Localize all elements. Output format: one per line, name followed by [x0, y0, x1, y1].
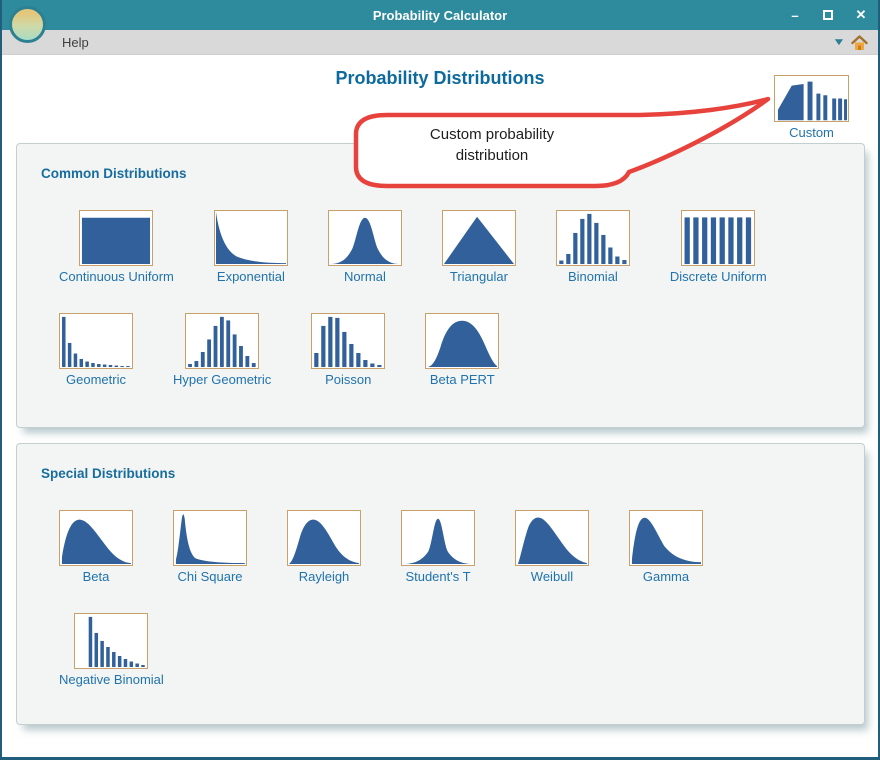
section-title: Common Distributions [41, 166, 187, 181]
weibull-icon [515, 510, 589, 566]
home-icon[interactable] [851, 34, 868, 51]
distribution-item[interactable]: Triangular [441, 210, 516, 284]
distribution-item[interactable]: Beta PERT [425, 313, 500, 387]
distribution-label: Hyper Geometric [173, 372, 272, 387]
menubar-right-icons: ▼ [832, 30, 868, 55]
distribution-item[interactable]: Binomial [555, 210, 630, 284]
window-controls: – ✕ [784, 0, 872, 30]
app-logo [9, 6, 46, 43]
beta-pert-icon [425, 313, 500, 369]
distribution-label: Rayleigh [298, 569, 350, 584]
callout-line1: Custom probability [429, 126, 555, 143]
distribution-row: Negative Binomial [59, 613, 844, 687]
distribution-item[interactable]: Gamma [629, 510, 703, 584]
distribution-grid: Continuous Uniform Exponential Normal Tr… [41, 210, 844, 387]
rayleigh-icon [287, 510, 361, 566]
callout-line2: distribution [455, 147, 529, 164]
distribution-item[interactable]: Chi Square [173, 510, 247, 584]
chevron-down-icon[interactable]: ▼ [832, 37, 846, 48]
distribution-label: Beta [82, 569, 110, 584]
distribution-item[interactable]: Geometric [59, 313, 133, 387]
distribution-item[interactable]: Normal [327, 210, 402, 284]
distribution-row: Geometric Hyper Geometric Poisson Beta P… [59, 313, 844, 387]
custom-icon [774, 75, 849, 122]
discrete-uniform-icon [681, 210, 756, 266]
section-title: Special Distributions [41, 466, 176, 481]
menu-item-help[interactable]: Help [62, 34, 89, 50]
negative-binomial-icon [74, 613, 149, 669]
distribution-item[interactable]: Weibull [515, 510, 589, 584]
close-icon[interactable]: ✕ [855, 7, 867, 22]
distribution-label: Normal [343, 269, 386, 284]
gamma-icon [629, 510, 703, 566]
distribution-item[interactable]: Continuous Uniform [59, 210, 174, 284]
special-distributions-panel: Special Distributions Beta Chi Square Ra… [16, 443, 865, 725]
distribution-item[interactable]: Student's T [401, 510, 475, 584]
beta-icon [59, 510, 133, 566]
window-title: Probability Calculator [372, 7, 508, 23]
distribution-label: Binomial [567, 269, 618, 284]
distribution-grid: Beta Chi Square Rayleigh Student's T Wei… [41, 510, 844, 687]
distribution-label: Triangular [449, 269, 508, 284]
distribution-label: Continuous Uniform [59, 269, 174, 284]
distribution-item[interactable]: Discrete Uniform [670, 210, 767, 284]
maximize-glyph [823, 10, 833, 20]
custom-callout: Custom probability distribution [342, 85, 802, 205]
distribution-item[interactable]: Hyper Geometric [173, 313, 271, 387]
callout-bubble-shape [353, 96, 771, 189]
distribution-label: Custom [789, 125, 834, 140]
distribution-item[interactable]: Exponential [213, 210, 288, 284]
binomial-icon [555, 210, 630, 266]
minimize-icon[interactable]: – [791, 7, 799, 23]
poisson-icon [311, 313, 386, 369]
distribution-label: Weibull [530, 569, 574, 584]
distribution-label: Poisson [325, 372, 372, 387]
maximize-icon[interactable] [817, 3, 839, 27]
triangular-icon [441, 210, 516, 266]
menu-bar: Help ▼ [2, 30, 878, 55]
distribution-label: Gamma [642, 569, 690, 584]
distribution-label: Geometric [66, 372, 126, 387]
distribution-item[interactable]: Rayleigh [287, 510, 361, 584]
students-t-icon [401, 510, 475, 566]
normal-icon [327, 210, 402, 266]
title-bar: Probability Calculator – ✕ [2, 0, 878, 30]
chi-square-icon [173, 510, 247, 566]
distribution-label: Beta PERT [429, 372, 495, 387]
distribution-label: Discrete Uniform [669, 269, 767, 284]
distribution-item[interactable]: Poisson [311, 313, 386, 387]
distribution-row: Beta Chi Square Rayleigh Student's T Wei… [59, 510, 844, 584]
page-title: Probability Distributions [335, 68, 545, 88]
distribution-label: Chi Square [177, 569, 243, 584]
distribution-item-custom[interactable]: Custom [774, 75, 849, 140]
common-distributions-panel: Common Distributions Continuous Uniform … [16, 143, 865, 428]
distribution-label: Student's T [405, 569, 471, 584]
callout-text: Custom probability distribution [372, 124, 612, 166]
distribution-item[interactable]: Negative Binomial [59, 613, 164, 687]
exponential-icon [213, 210, 288, 266]
geometric-icon [59, 313, 133, 369]
continuous-uniform-icon [79, 210, 154, 266]
hyper-geometric-icon [185, 313, 260, 369]
distribution-row: Continuous Uniform Exponential Normal Tr… [59, 210, 844, 284]
distribution-label: Negative Binomial [59, 672, 164, 687]
distribution-label: Exponential [216, 269, 285, 284]
distribution-item[interactable]: Beta [59, 510, 133, 584]
